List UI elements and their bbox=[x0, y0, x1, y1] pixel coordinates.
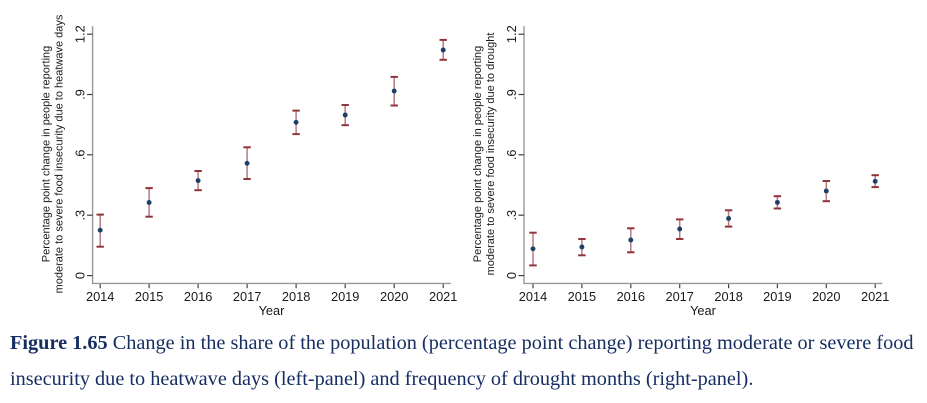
svg-text:0: 0 bbox=[73, 272, 88, 279]
svg-text:2017: 2017 bbox=[233, 289, 261, 304]
svg-text:.3: .3 bbox=[504, 210, 519, 221]
svg-text:2016: 2016 bbox=[184, 289, 212, 304]
svg-text:2014: 2014 bbox=[519, 289, 547, 304]
svg-text:.6: .6 bbox=[73, 149, 88, 160]
svg-text:Percentage point change in peo: Percentage point change in people report… bbox=[41, 46, 53, 263]
svg-text:2019: 2019 bbox=[331, 289, 359, 304]
svg-text:2014: 2014 bbox=[86, 289, 114, 304]
svg-text:0: 0 bbox=[504, 272, 519, 279]
svg-text:1.2: 1.2 bbox=[504, 25, 519, 43]
svg-text:1.2: 1.2 bbox=[73, 25, 88, 43]
svg-text:.6: .6 bbox=[504, 149, 519, 160]
svg-text:2021: 2021 bbox=[861, 289, 889, 304]
svg-text:2020: 2020 bbox=[812, 289, 840, 304]
svg-text:Year: Year bbox=[259, 303, 286, 318]
svg-text:.3: .3 bbox=[73, 210, 88, 221]
svg-text:2016: 2016 bbox=[617, 289, 645, 304]
svg-text:2017: 2017 bbox=[665, 289, 693, 304]
svg-text:2015: 2015 bbox=[135, 289, 163, 304]
svg-text:.9: .9 bbox=[504, 89, 519, 100]
svg-text:.9: .9 bbox=[73, 89, 88, 100]
svg-text:2015: 2015 bbox=[568, 289, 596, 304]
svg-text:Percentage point change in peo: Percentage point change in people report… bbox=[472, 46, 484, 263]
svg-text:Year: Year bbox=[690, 303, 717, 318]
svg-text:moderate to severe food insecu: moderate to severe food insecurity due t… bbox=[54, 14, 66, 293]
svg-text:moderate to severe food insecu: moderate to severe food insecurity due t… bbox=[485, 33, 497, 276]
svg-text:2021: 2021 bbox=[429, 289, 457, 304]
svg-text:2020: 2020 bbox=[380, 289, 408, 304]
svg-text:2019: 2019 bbox=[763, 289, 791, 304]
svg-text:2018: 2018 bbox=[282, 289, 310, 304]
svg-text:2018: 2018 bbox=[714, 289, 742, 304]
